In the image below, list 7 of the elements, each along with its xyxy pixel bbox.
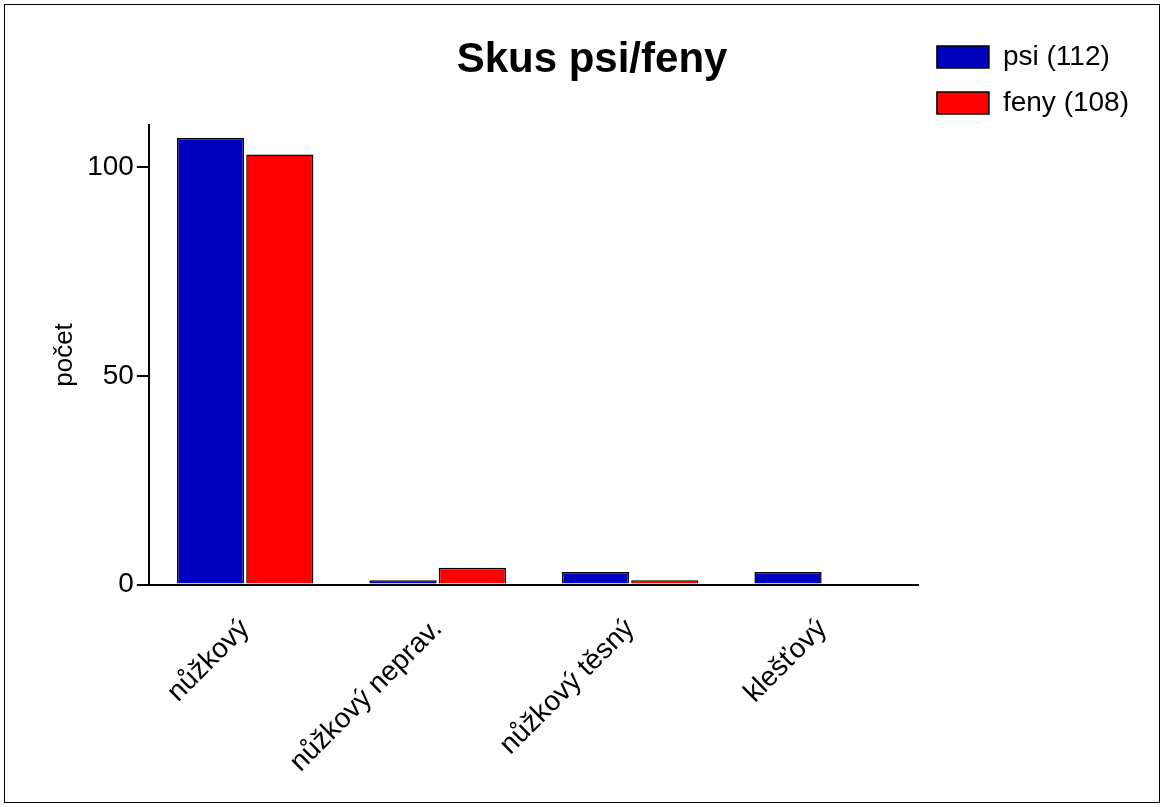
y-tick-label: 0 xyxy=(118,567,134,599)
y-tick-label: 100 xyxy=(87,149,134,181)
chart-title: Skus psi/feny xyxy=(456,33,729,81)
legend-label: psi (112) xyxy=(1002,39,1110,71)
y-tick-label: 50 xyxy=(102,358,134,390)
legend-label: feny (108) xyxy=(1002,85,1130,117)
y-axis-title: počet xyxy=(47,322,78,387)
